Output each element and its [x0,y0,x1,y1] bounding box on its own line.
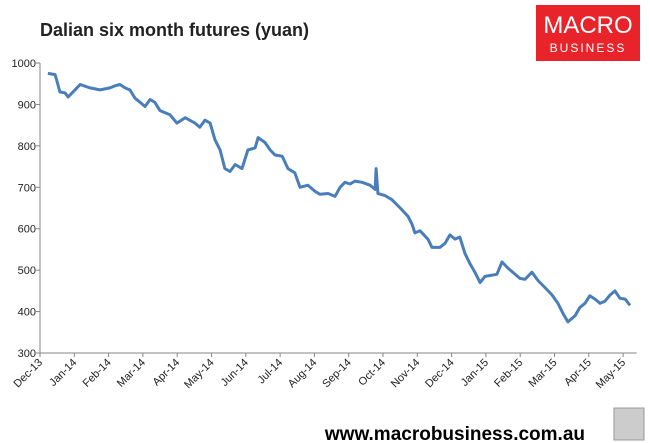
x-tick-label: Dec-14 [423,357,457,391]
logo-text: MACRO [543,12,632,39]
x-tick-label: Dec-13 [12,357,46,391]
y-tick-label: 700 [18,182,36,194]
logo-icon [613,407,645,441]
y-tick-label: 1000 [12,58,36,70]
logo-text: BUSINESS [550,41,627,55]
y-tick-label: 400 [18,307,36,319]
x-tick-label: Mar-15 [526,357,559,390]
x-tick-label: Sep-14 [320,357,354,391]
x-tick-label: Feb-15 [492,357,525,390]
footer-url: www.macrobusiness.com.au [324,424,585,443]
x-tick-label: Feb-14 [81,357,114,390]
x-tick-label: Jan-15 [459,357,491,389]
y-tick-label: 800 [18,141,36,153]
y-tick-label: 900 [18,99,36,111]
x-tick-label: Oct-14 [356,357,388,389]
y-tick-label: 300 [18,348,36,360]
y-tick-label: 600 [18,224,36,236]
x-tick-label: May-15 [594,357,628,391]
x-tick-label: Jun-14 [219,357,251,389]
x-tick-label: Apr-14 [150,357,182,389]
x-tick-label: Aug-14 [286,357,320,391]
x-tick-label: Mar-14 [115,357,148,390]
series-line [47,71,632,324]
x-tick-label: Jul-14 [256,357,286,387]
x-tick-label: Nov-14 [389,357,423,391]
chart-title: Dalian six month futures (yuan) [40,20,309,40]
y-tick-label: 500 [18,265,36,277]
logo-box [536,5,640,61]
x-tick-label: May-14 [182,357,216,391]
x-tick-label: Jan-14 [47,357,79,389]
x-tick-label: Apr-15 [562,357,594,389]
